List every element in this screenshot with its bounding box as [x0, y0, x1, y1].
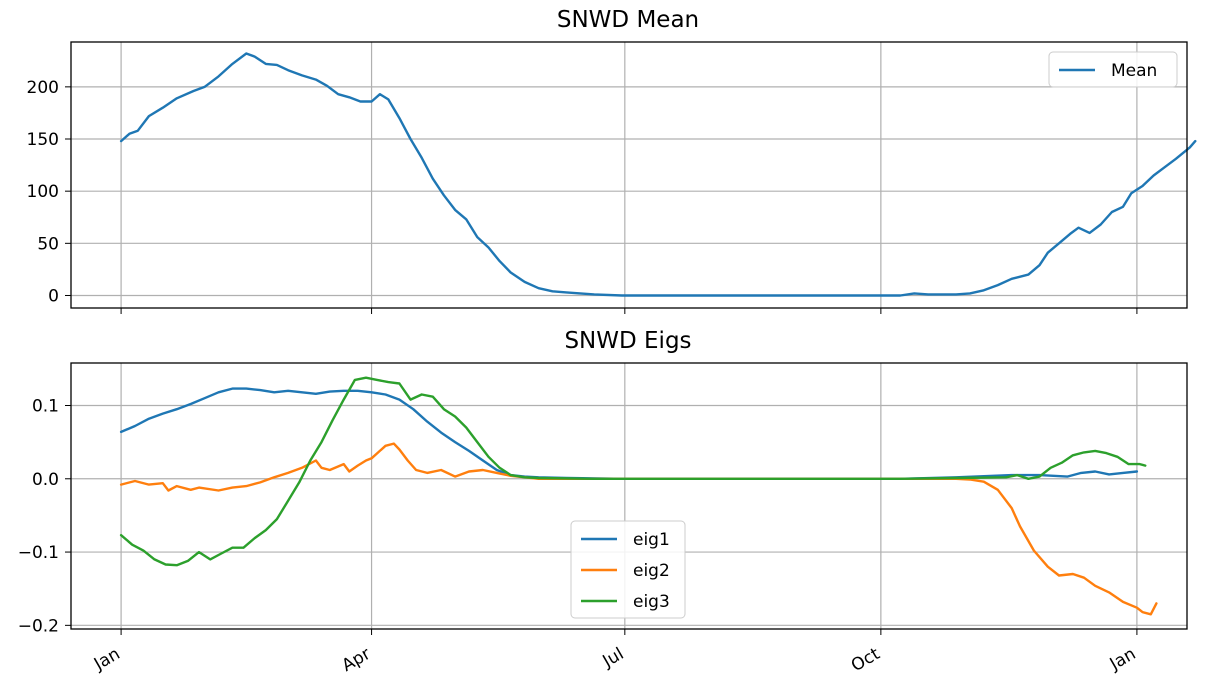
- y-tick-label: 200: [27, 78, 59, 98]
- series-line-eig3: [119, 376, 1147, 567]
- series-line-eig2: [119, 442, 1158, 616]
- x-tick-label: Jan: [90, 644, 124, 675]
- y-tick-label: −0.1: [18, 543, 59, 563]
- x-tick-label: Jan: [1106, 644, 1140, 675]
- y-tick-label: 0.1: [32, 397, 59, 417]
- legend-label: eig3: [633, 592, 670, 612]
- series-line-eig1: [119, 387, 1139, 480]
- series-layer: [119, 52, 1197, 297]
- x-tick-label: Jul: [599, 644, 628, 672]
- legend-box: [1048, 51, 1178, 88]
- series-layer: [119, 376, 1158, 616]
- y-tick-label: 0: [48, 286, 59, 306]
- plot-frame: [70, 41, 1188, 309]
- grid: [71, 42, 1187, 308]
- chart-title: SNWD Mean: [557, 7, 699, 33]
- legend-box: [570, 520, 686, 619]
- axes: Jan Apr Jul Oct Jan −0.2 −0.1 0.0 0.1: [18, 362, 1188, 676]
- y-tick-label: 150: [27, 130, 59, 150]
- legend: Mean: [1048, 51, 1178, 88]
- y-tick-label: −0.2: [18, 616, 59, 636]
- axes: 0 50 100 150 200: [27, 41, 1188, 314]
- legend-label: eig1: [633, 530, 670, 550]
- legend-label: eig2: [633, 561, 670, 581]
- legend-label: Mean: [1111, 61, 1157, 81]
- chart-title: SNWD Eigs: [564, 328, 691, 354]
- x-tick-label: Apr: [339, 644, 374, 676]
- series-line-mean: [119, 52, 1197, 297]
- y-tick-label: 100: [27, 182, 59, 202]
- plot-frame: [70, 362, 1188, 630]
- legend: eig1 eig2 eig3: [570, 520, 686, 619]
- snwd-mean-chart: SNWD Mean 0 50 100 150 200 Mean: [27, 7, 1197, 314]
- y-tick-label: 50: [37, 234, 59, 254]
- x-tick-label: Oct: [848, 644, 884, 676]
- y-tick-label: 0.0: [32, 470, 59, 490]
- snwd-eigs-chart: SNWD Eigs Jan Apr Jul Oct Jan−0.2−0.10.00.1 …: [18, 328, 1188, 676]
